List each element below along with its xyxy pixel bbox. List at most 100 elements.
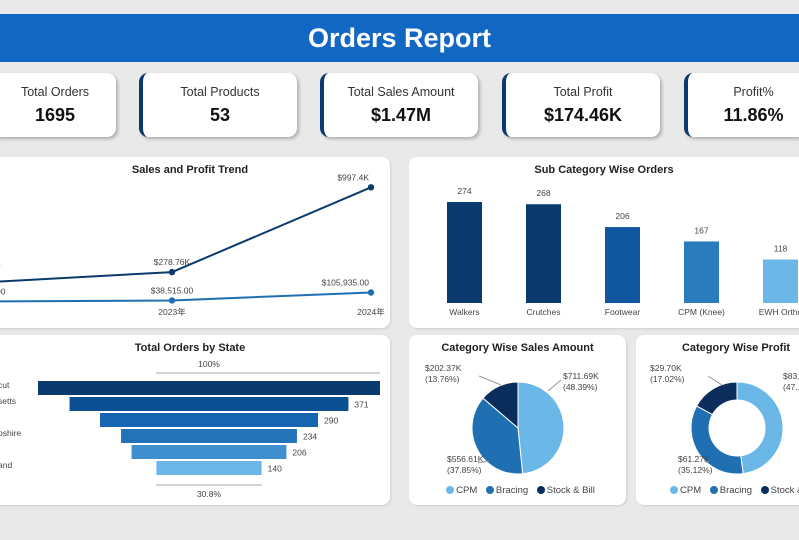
funnel-top-percent-label: 100%	[198, 359, 220, 369]
trend-data-label: $278.76K	[154, 257, 191, 267]
pie-slice	[736, 381, 784, 475]
pie-slice	[471, 397, 524, 475]
kpi-total-profit[interactable]: Total Profit $174.46K	[502, 73, 660, 137]
funnel-bar	[38, 381, 380, 395]
trend-chart-title: Sales and Profit Trend	[131, 164, 249, 176]
sales-pie-data-label: (37.85%)	[447, 465, 482, 475]
trend-data-label: K	[0, 258, 1, 268]
trend-data-point	[367, 289, 375, 296]
funnel-state-label: cut	[0, 380, 10, 390]
subcat-category-label: Walkers	[449, 307, 479, 317]
funnel-bar	[156, 461, 262, 475]
kpi-value: 1695	[34, 105, 76, 125]
subcategory-orders-panel[interactable]: Sub Category Wise Orders 274 Walkers 268 Cr…	[409, 157, 799, 328]
pie-leader-line	[707, 375, 723, 386]
funnel-value-label: 290	[324, 416, 338, 426]
legend-item[interactable]: CPM	[456, 485, 478, 496]
funnel-bar	[100, 413, 318, 427]
pie-leader-line	[547, 379, 562, 392]
funnel-value-label: 234	[303, 432, 317, 442]
pie-leader-line	[477, 460, 490, 464]
funnel-bottom-percent-label: 30.8%	[197, 489, 222, 499]
sales-pie-data-label: $202.37K	[425, 363, 462, 373]
kpi-label: Profit%	[733, 85, 774, 99]
subcat-category-label: EWH Ortho	[759, 307, 799, 317]
orders-by-state-panel[interactable]: Total Orders by State 100% cut 371 setts 290…	[0, 335, 390, 505]
legend-dot-icon	[709, 486, 718, 494]
pie-leader-line	[705, 460, 710, 464]
funnel-bar	[69, 397, 349, 411]
profit-pie-legend: CPM Bracing Stock & Bill	[664, 485, 799, 496]
pie-slice	[695, 381, 738, 416]
sales-pie-data-label: $556.61K	[447, 454, 484, 464]
sales-pie-title: Category Wise Sales Amount	[441, 342, 594, 354]
profit-pie-data-label: $61.27K	[678, 454, 710, 464]
profit-donut-chart: $83...(47.... $61.27K(35.12%) $29.70K(17.0…	[650, 363, 799, 475]
kpi-label: Total Profit	[553, 85, 613, 99]
legend-item[interactable]: Bracing	[719, 485, 752, 496]
category-sales-panel[interactable]: Category Wise Sales Amount $711.69K (48.3…	[409, 335, 626, 505]
state-chart-title: Total Orders by State	[134, 342, 246, 354]
subcat-value-label: 167	[694, 225, 708, 235]
kpi-profit-percent[interactable]: Profit% 11.86%	[684, 73, 799, 137]
subcat-value-label: 274	[457, 186, 471, 196]
legend-dot-icon	[485, 486, 494, 494]
funnel-bar	[131, 445, 287, 459]
trend-data-label: 00	[0, 286, 6, 296]
profit-pie-data-label: $29.70K	[650, 363, 682, 373]
legend-dot-icon	[446, 486, 455, 494]
subcat-chart-title: Sub Category Wise Orders	[534, 164, 674, 176]
sales-profit-trend-panel[interactable]: Sales and Profit Trend $278.76K $997.4K 00…	[0, 157, 390, 328]
trend-data-label: $38,515.00	[151, 285, 194, 295]
funnel-value-label: 371	[354, 400, 368, 410]
profit-pie-data-label: (17.02%)	[650, 374, 685, 384]
subcat-value-label: 118	[774, 244, 788, 254]
trend-data-label: $105,935.00	[322, 277, 370, 287]
trend-x-tick-label: 2023年	[158, 307, 186, 317]
kpi-value: $174.46K	[543, 105, 623, 125]
trend-line-chart: $278.76K $997.4K 00 $38,515.00 $105,935.00 K 2…	[0, 172, 385, 317]
legend-item[interactable]: CPM	[680, 485, 702, 496]
kpi-value: 53	[209, 105, 231, 125]
category-profit-panel[interactable]: Category Wise Profit $83...(47.... $61.27…	[636, 335, 799, 505]
funnel-value-label: 140	[268, 464, 282, 474]
sales-pie-data-label: (13.76%)	[425, 374, 460, 384]
trend-data-point	[168, 297, 176, 304]
legend-dot-icon	[760, 486, 769, 494]
trend-x-tick-label: 2024年	[357, 307, 385, 317]
kpi-total-orders[interactable]: Total Orders 1695	[0, 73, 116, 137]
legend-item[interactable]: Stock & Bill	[770, 485, 799, 496]
subcat-bar	[447, 202, 482, 303]
subcat-category-label: CPM (Knee)	[678, 307, 725, 317]
trend-data-label: $997.4K	[337, 172, 369, 182]
subcat-bar	[763, 259, 798, 303]
funnel-value-label: 206	[292, 448, 306, 458]
subcat-bar	[526, 204, 561, 303]
funnel-state-label: setts	[0, 396, 16, 406]
subcat-value-label: 206	[615, 211, 629, 221]
subcat-bar	[684, 241, 719, 303]
sales-pie-data-label: $711.69K	[563, 371, 599, 381]
kpi-value: $1.47M	[370, 105, 432, 125]
pie-slice	[517, 381, 565, 475]
kpi-total-sales-amount[interactable]: Total Sales Amount $1.47M	[320, 73, 478, 137]
legend-item[interactable]: Bracing	[495, 485, 529, 496]
profit-pie-title: Category Wise Profit	[681, 342, 791, 354]
sales-pie-legend: CPM Bracing Stock & Bill	[409, 485, 626, 496]
funnel-state-label: and	[0, 460, 12, 470]
pie-slice	[482, 381, 519, 430]
legend-dot-icon	[670, 486, 678, 494]
trend-data-point	[367, 184, 375, 191]
kpi-label: Total Sales Amount	[347, 85, 455, 99]
funnel-bar	[121, 429, 297, 443]
sales-pie-data-label: (48.39%)	[563, 382, 598, 392]
subcat-bar-chart: 274 Walkers 268 Crutches 206 Footwear 167 CPM (…	[447, 186, 799, 317]
trend-data-point	[168, 268, 176, 276]
sales-pie-chart: $711.69K(48.39%) $556.61K(37.85%) $202.37K…	[425, 363, 599, 475]
kpi-total-products[interactable]: Total Products 53	[139, 73, 297, 137]
subcat-value-label: 268	[536, 188, 550, 198]
report-header: Orders Report	[0, 14, 799, 62]
legend-item[interactable]: Stock & Bill	[546, 485, 595, 496]
pie-leader-line	[478, 375, 502, 386]
